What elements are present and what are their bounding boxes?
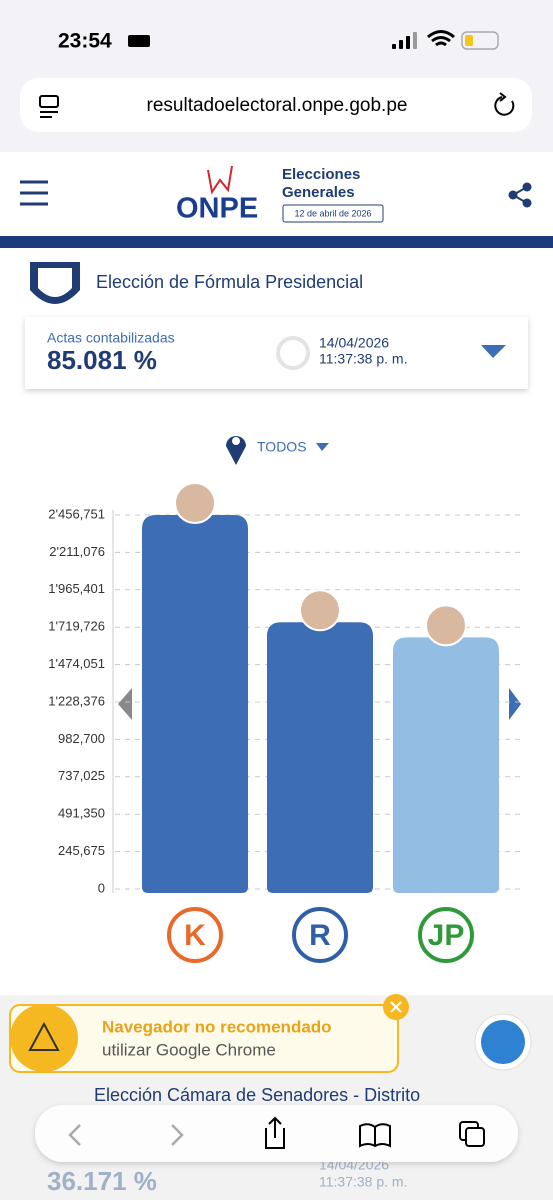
actas-label: Actas contabilizadas [47,330,175,346]
actas-time: 11:37:38 p. m. [319,351,407,367]
y-tick-label: 737,025 [58,768,105,783]
candidate-photo [425,604,467,647]
party-logo [292,907,348,963]
actas-date: 14/04/2026 [319,335,389,351]
bar [267,622,373,893]
url-bar[interactable] [20,78,532,132]
y-tick-label: 1'719,726 [48,619,105,634]
section2-actas-value: 36.171 % [47,1166,157,1196]
forward-button[interactable] [171,1124,184,1146]
y-tick-label: 2'211,076 [49,544,105,559]
wifi-icon [427,30,455,47]
reader-icon [39,95,59,118]
y-tick-label: 245,675 [58,843,105,858]
sleep-icon [128,35,150,47]
date-box [282,204,384,223]
next-arrow[interactable] [509,688,521,720]
filter-dropdown[interactable] [316,443,329,451]
logo-mark [207,165,233,195]
header-line2: Generales [282,184,355,201]
back-button[interactable] [68,1124,81,1146]
location-pin-hole [232,437,240,445]
actas-value: 85.081 % [47,345,157,375]
share-icon[interactable] [508,182,532,208]
warning-text: utilizar Google Chrome [102,1040,276,1059]
y-tick-label: 0 [98,880,105,895]
y-tick-label: 1'965,401 [48,581,105,596]
status-time: 23:54 [58,30,112,53]
section2-title: Elección Cámara de Senadores - Distrito [94,1085,420,1105]
logo-text: ONPE [176,193,258,225]
prev-arrow[interactable] [118,688,132,720]
y-tick-label: 491,350 [58,806,105,821]
bookmarks-button[interactable] [359,1123,391,1148]
warning-close-x [390,1001,402,1013]
y-tick-label: 1'228,376 [48,693,105,708]
share-button[interactable] [265,1116,285,1149]
clock-icon [276,336,310,370]
tabs-button[interactable] [459,1121,485,1147]
warning-banner [9,1004,399,1073]
url-text[interactable]: resultadoelectoral.onpe.gob.pe [147,95,408,116]
candidate-photo [174,482,216,524]
battery-level [465,35,473,46]
party-logo [167,907,223,963]
warning-icon [28,1021,60,1051]
card-dropdown[interactable] [481,345,506,358]
filter-label[interactable]: TODOS [257,439,307,455]
accessibility-icon [481,1020,525,1064]
bar [142,515,248,893]
header-line1: Elecciones [282,166,360,183]
emblem [30,262,80,304]
chart: 0 245,675 491,350 737,025 982,700 1'228,376 1'… [48,482,522,963]
battery-icon [461,31,499,50]
section2-time: 11:37:38 p. m. [319,1174,407,1190]
x-tick-label: K [184,919,206,952]
header-date: 12 de abril de 2026 [294,208,371,218]
reload-icon[interactable] [494,92,515,116]
signal-icon [392,32,417,49]
header-band [0,236,553,248]
warning-icon-bg [10,1004,78,1072]
candidate-photo [299,589,341,632]
y-tick-label: 1'474,051 [48,656,105,671]
location-pin [226,436,246,465]
x-tick-label: JP [428,919,465,952]
x-tick-label: R [309,919,331,952]
party-logo [418,907,474,963]
section-title: Elección de Fórmula Presidencial [96,272,363,292]
y-tick-label: 2'456,751 [48,506,105,521]
browser-toolbar [35,1105,518,1162]
bar [393,637,499,893]
menu-icon[interactable] [20,180,48,206]
warning-title: Navegador no recomendado [102,1017,332,1036]
y-tick-label: 982,700 [58,731,105,746]
